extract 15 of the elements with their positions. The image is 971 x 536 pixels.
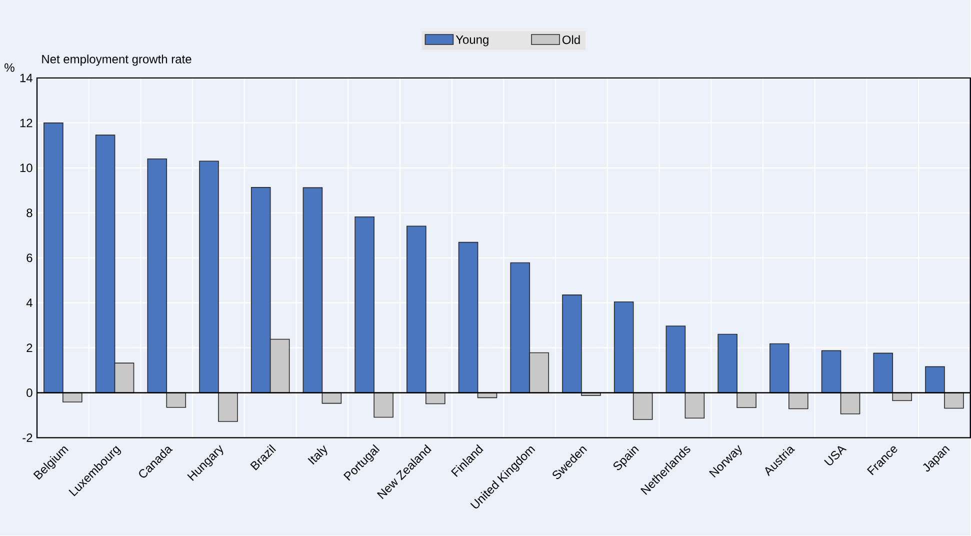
y-tick-label: 6 [26, 254, 32, 262]
y-tick-label: -2 [22, 434, 32, 442]
legend-label: Young [456, 36, 488, 46]
y-tick-label: 0 [26, 388, 32, 398]
x-tick-label: Italy [308, 446, 328, 465]
y-tick-label: 4 [26, 298, 32, 308]
y-tick-label: 12 [20, 118, 32, 128]
legend-label: Old [562, 35, 580, 44]
x-tick-label: USA [824, 446, 847, 466]
chart-title: Net employment growth rate [42, 54, 192, 66]
y-axis-title: % [4, 64, 14, 72]
y-tick-label: 8 [26, 208, 32, 218]
y-tick-label: 14 [20, 74, 32, 82]
y-tick-label: 2 [26, 344, 32, 352]
y-tick-label: 10 [20, 164, 32, 172]
